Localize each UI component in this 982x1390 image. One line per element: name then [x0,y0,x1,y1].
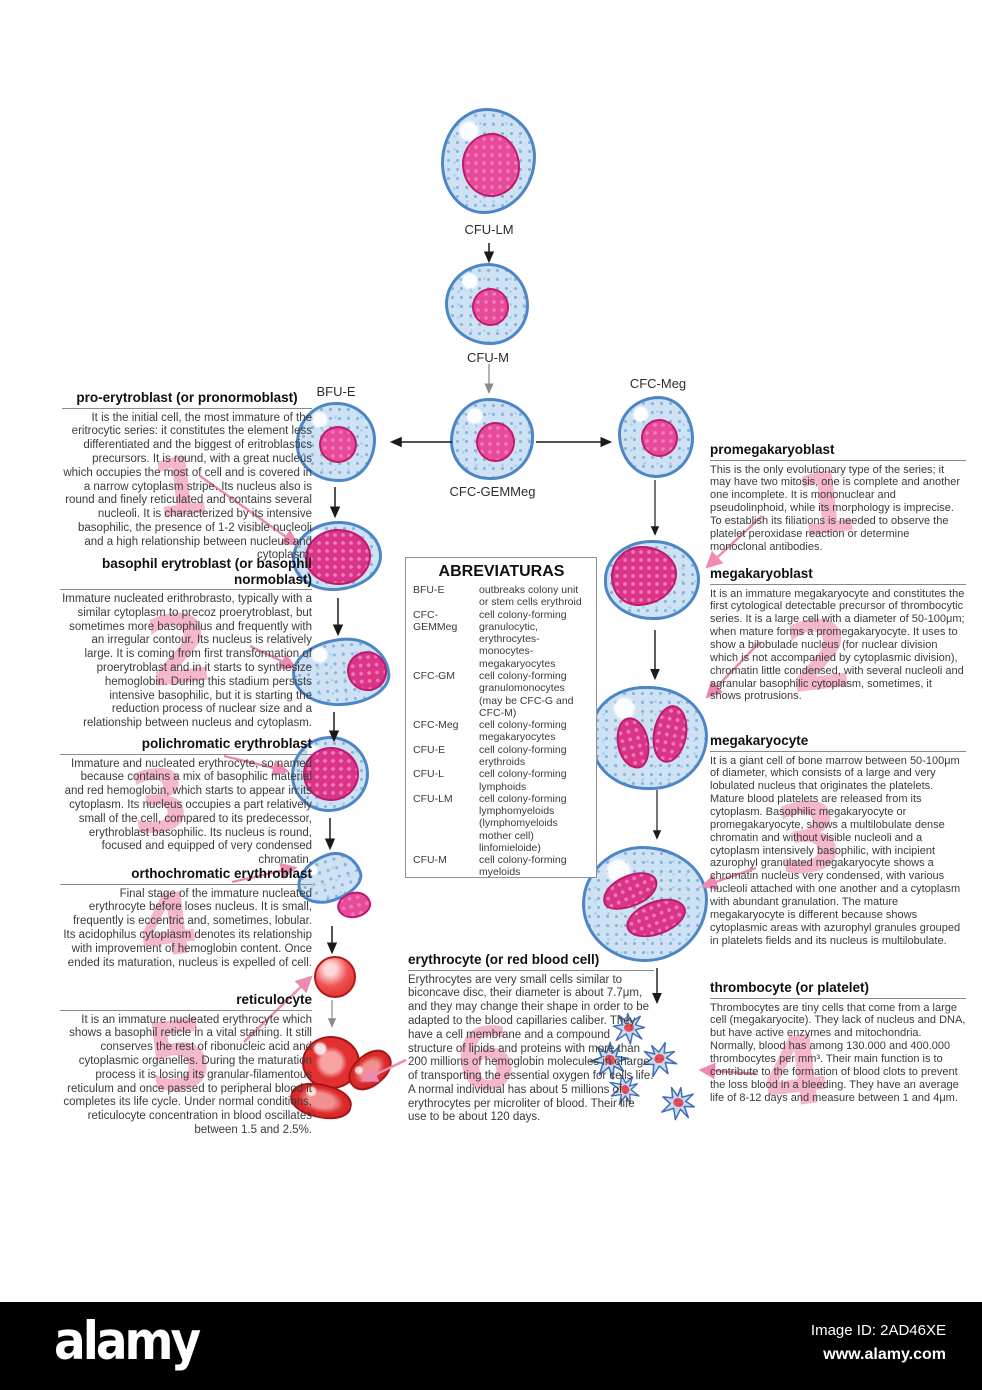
stage-title: polichromatic erythroblast [60,736,312,755]
stage-block-polichromatic-erythroblast: polichromatic erythroblast Immature and … [60,736,312,868]
bfu-e-cell [296,402,376,482]
stage-block-promegakaryoblast: promegakaryoblast This is the only evolu… [710,442,966,554]
stage-block-erythrocyte: erythrocyte (or red blood cell) Erythroc… [408,952,654,1125]
stage-description: Thrombocytes are tiny cells that come fr… [710,1001,966,1104]
stage-description: This is the only evolutionary type of th… [710,463,961,553]
watermark-bar: alamy Image ID: 2AD46XE www.alamy.com [0,1302,982,1390]
cfu-lm-nucleus [462,133,520,197]
stage-block-megakaryoblast: megakaryoblast It is an immature megakar… [710,566,966,703]
abbr-row-cfu-m: CFU-M cell colony-forming myeloids [413,854,567,878]
stage-title: thrombocyte (or platelet) [710,980,966,999]
polichromatic-erythroblast-cell [291,736,369,812]
stage-title: reticulocyte [60,992,312,1011]
stage-description: It is an immature nucleated erythrocyte … [63,1013,312,1136]
abbreviations-box: ABREVIATURAS BFU-E outbreaks colony unit … [405,557,597,878]
cfu-m-nucleus [472,288,509,326]
cfc-gemmeg-label: CFC-GEMMeg [449,484,536,499]
alamy-url: www.alamy.com [823,1345,946,1363]
stage-description: It is the initial cell, the most immatur… [63,411,312,562]
cfc-gemmeg-nucleus [476,422,515,462]
megakaryoblast-nucleus-right [648,702,692,766]
megakaryocyte-cell [582,846,708,962]
cfc-meg-cell [618,396,694,478]
bfu-e-nucleus [319,426,357,463]
stage-block-basophil-erytroblast: basophil erytroblast (or basophil normob… [60,556,312,731]
abbr-row-cfc-gm: CFC-GM cell colony-forming granulomonocyt… [413,669,574,719]
stage-description: Final stage of the immature nucleated er… [63,887,312,969]
abbr-row-cfc-meg: CFC-Meg cell colony-forming megakaryocyte… [413,719,567,744]
thrombocyte-5 [654,1081,702,1126]
basophil-erytroblast-nucleus [345,649,389,693]
stage-title: pro-erytroblast (or pronormoblast) [62,390,312,409]
megakaryoblast-nucleus-left [611,714,655,772]
pro-erytroblast-nucleus [305,529,371,585]
stage-description: It is an immature megakaryocyte and cons… [710,587,965,703]
image-id-text: Image ID: 2AD46XE [810,1322,946,1339]
stage-block-orthochromatic-erythroblast: orthochromatic erythroblast Final stage … [60,866,312,970]
stage-description: Immature and nucleated erythrocyte, so n… [64,757,312,867]
promegakaryoblast-nucleus [611,546,677,606]
cfc-meg-nucleus [641,419,678,457]
alamy-logo: alamy [54,1310,201,1373]
abbreviations-title: ABREVIATURAS [438,563,565,580]
cfu-lm-cell [441,108,536,214]
stage-title: promegakaryoblast [710,442,966,461]
stage-block-megakaryocyte: megakaryocyte It is a giant cell of bone… [710,733,966,947]
stage-title: basophil erytroblast (or basophil normob… [60,556,312,591]
megakaryoblast-cell [590,686,708,790]
stage-title: megakaryoblast [710,566,966,585]
stage-title: erythrocyte (or red blood cell) [408,952,654,971]
abbr-row-cfc-gemmeg: CFC-GEMMeg cell colony-forming granulocyt… [413,608,567,670]
abbr-row-cfu-e: CFU-E cell colony-forming erythroids [413,743,567,768]
stage-description: Immature nucleated erithrobrasto, typica… [62,593,312,730]
abbr-row-cfu-lm: CFU-LM cell colony-forming lymphomyeloids… [413,792,567,854]
pro-erytroblast-cell [292,521,382,591]
stage-description: It is a giant cell of bone marrow betwee… [710,754,961,947]
polichromatic-erythroblast-nucleus [303,747,359,801]
stage-description: Erythrocytes are very small cells simila… [408,973,654,1124]
cfc-meg-label: CFC-Meg [629,376,687,391]
stage-title: megakaryocyte [710,733,966,752]
cfu-lm-label: CFU-LM [464,222,514,237]
stage-block-reticulocyte: reticulocyte It is an immature nucleated… [60,992,312,1138]
bfu-e-label: BFU-E [316,384,356,399]
cfu-m-cell [445,263,529,345]
abbr-row-bfu-e: BFU-E outbreaks colony unit or stem cells… [413,584,582,609]
reticulocyte-cell [314,956,356,998]
stage-block-thrombocyte: thrombocyte (or platelet) Thrombocytes a… [710,980,966,1104]
promegakaryoblast-cell [604,540,700,620]
abbr-row-cfu-l: CFU-L cell colony-forming lymphoids [413,768,567,793]
cfc-gemmeg-cell [450,398,534,480]
stage-title: orthochromatic erythroblast [60,866,312,885]
cfu-m-label: CFU-M [467,350,509,365]
stage-block-pro-erytroblast: pro-erytroblast (or pronormoblast) It is… [62,390,312,563]
